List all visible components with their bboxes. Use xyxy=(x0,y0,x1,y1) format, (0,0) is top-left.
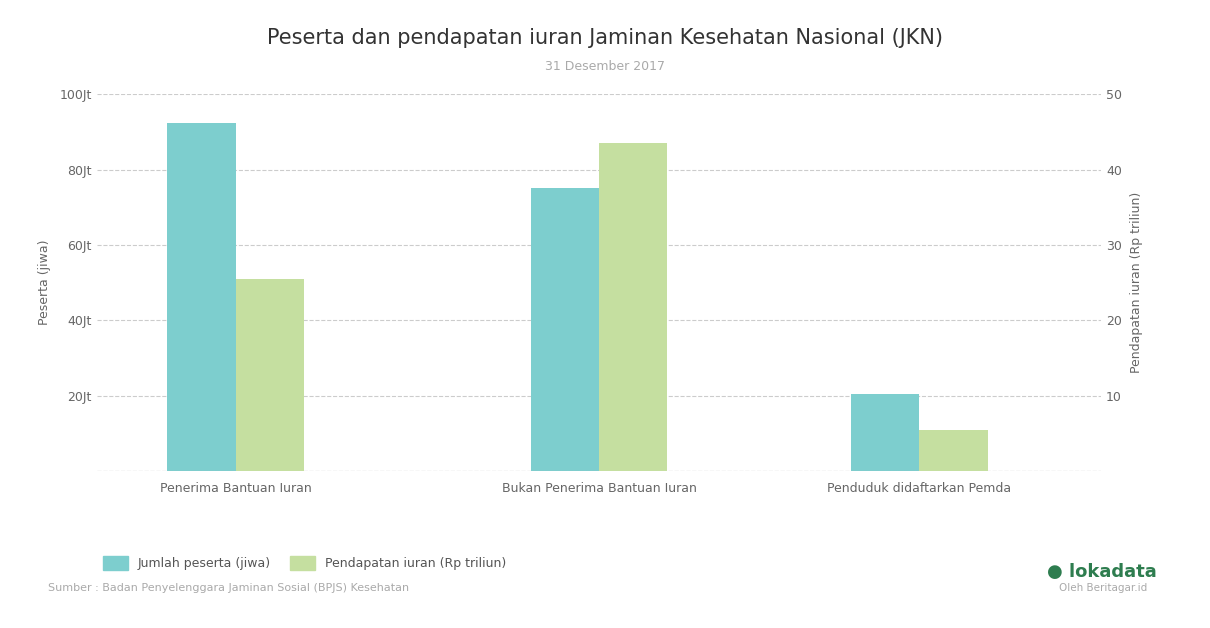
Bar xyxy=(851,394,920,471)
Y-axis label: Peserta (jiwa): Peserta (jiwa) xyxy=(39,240,51,325)
Y-axis label: Pendapatan iuran (Rp triliun): Pendapatan iuran (Rp triliun) xyxy=(1130,192,1143,373)
Legend: Jumlah peserta (jiwa), Pendapatan iuran (Rp triliun): Jumlah peserta (jiwa), Pendapatan iuran … xyxy=(103,556,506,570)
Text: Peserta dan pendapatan iuran Jaminan Kesehatan Nasional (JKN): Peserta dan pendapatan iuran Jaminan Kes… xyxy=(267,28,943,48)
Text: ● lokadata: ● lokadata xyxy=(1047,563,1157,581)
Bar xyxy=(167,123,236,471)
Text: Oleh Beritagar.id: Oleh Beritagar.id xyxy=(1059,583,1147,593)
Bar xyxy=(920,430,987,471)
Bar xyxy=(236,279,304,471)
Bar xyxy=(530,188,599,471)
Text: Sumber : Badan Penyelenggara Jaminan Sosial (BPJS) Kesehatan: Sumber : Badan Penyelenggara Jaminan Sos… xyxy=(48,583,409,593)
Text: 31 Desember 2017: 31 Desember 2017 xyxy=(544,60,666,73)
Bar xyxy=(599,143,668,471)
